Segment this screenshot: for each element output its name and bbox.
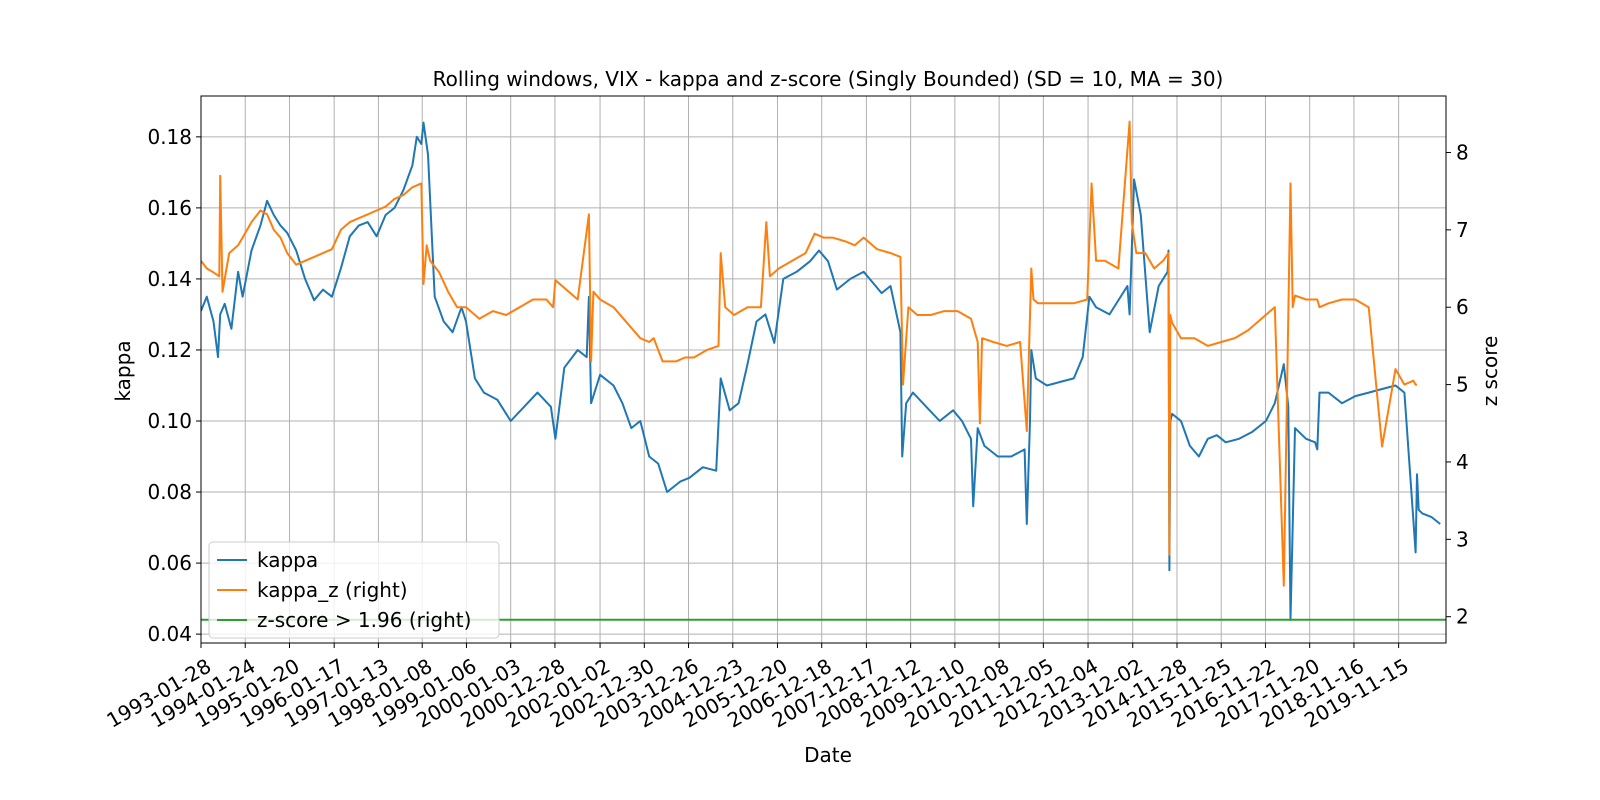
legend-box — [208, 541, 500, 639]
series-line-kappa-z-right — [201, 120, 1417, 587]
y-right-tick-label: 8 — [1456, 140, 1469, 164]
y-left-tick-label: 0.06 — [147, 551, 192, 575]
plot-frame — [200, 95, 1447, 644]
y-right-tick-label: 7 — [1456, 218, 1469, 242]
y-left-tick-label: 0.18 — [147, 125, 192, 149]
y-left-tick-label: 0.14 — [147, 267, 192, 291]
y-right-tick-label: 3 — [1456, 527, 1469, 551]
y-right-tick-label: 4 — [1456, 450, 1469, 474]
y-left-tick-label: 0.10 — [147, 409, 192, 433]
y-left-tick-label: 0.04 — [147, 622, 192, 646]
y-right-tick-label: 5 — [1456, 373, 1469, 397]
y-left-tick-label: 0.08 — [147, 480, 192, 504]
legend-label: kappa — [257, 548, 318, 572]
y-left-tick-label: 0.16 — [147, 196, 192, 220]
y-axis-right-title: z score — [1478, 336, 1502, 407]
y-axis-left: 0.04 0.06 0.08 0.10 0.12 0.14 0.16 0.18 — [147, 125, 201, 646]
legend-label: z-score > 1.96 (right) — [257, 608, 471, 632]
y-left-tick-label: 0.12 — [147, 338, 192, 362]
x-axis-title: Date — [804, 743, 852, 767]
y-right-tick-label: 2 — [1456, 605, 1469, 629]
x-axis: 1993-01-281994-01-241995-01-201996-01-17… — [102, 643, 1413, 733]
legend-label: kappa_z (right) — [257, 578, 408, 602]
y-axis-left-title: kappa — [111, 340, 135, 401]
chart-title: Rolling windows, VIX - kappa and z-score… — [433, 67, 1224, 91]
y-right-tick-label: 6 — [1456, 295, 1469, 319]
series-line-kappa — [201, 121, 1441, 621]
legend: kappa kappa_z (right) z-score > 1.96 (righ… — [208, 541, 500, 639]
y-axis-right: 2 3 4 5 6 7 8 — [1446, 140, 1469, 629]
